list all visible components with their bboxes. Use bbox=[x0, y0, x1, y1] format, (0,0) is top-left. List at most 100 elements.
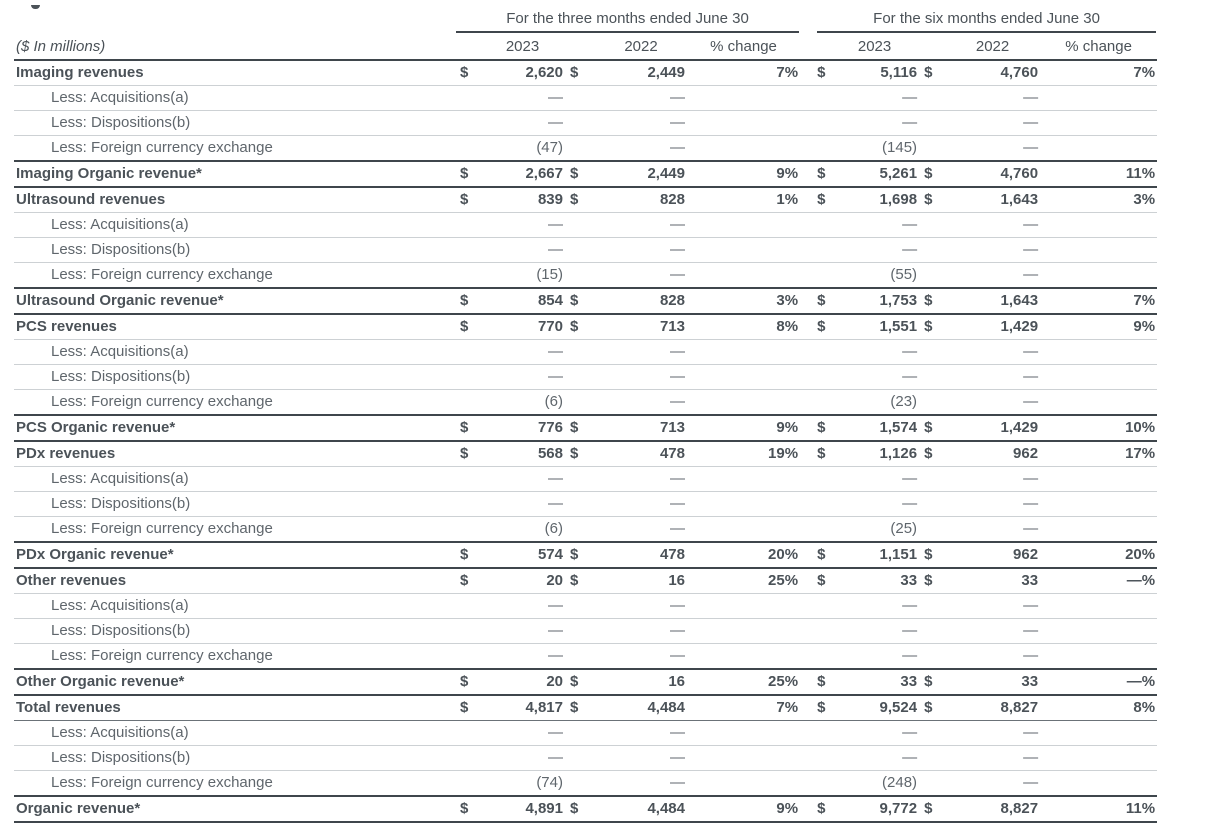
currency-cell bbox=[455, 618, 480, 644]
value-cell: — bbox=[595, 85, 687, 111]
currency-cell bbox=[800, 262, 831, 289]
value-cell: 8,827 bbox=[945, 695, 1041, 721]
currency-cell bbox=[455, 516, 480, 543]
row-label: Less: Dispositions(b) bbox=[14, 745, 455, 771]
currency-cell bbox=[565, 491, 595, 517]
table-row: PCS Organic revenue* $776 $713 9% $1,574 $1,4… bbox=[14, 414, 1158, 442]
value-cell: — bbox=[945, 491, 1041, 517]
value-cell: 2,449 bbox=[595, 60, 687, 86]
currency-cell: $ bbox=[800, 60, 831, 86]
value-cell: 568 bbox=[480, 441, 565, 467]
value-cell: — bbox=[480, 593, 565, 619]
pct-change-cell: —% bbox=[1040, 668, 1158, 696]
pct-change-cell bbox=[1040, 364, 1158, 390]
pct-change-cell bbox=[687, 643, 801, 670]
row-label: Less: Acquisitions(a) bbox=[14, 593, 455, 619]
currency-cell bbox=[455, 262, 480, 289]
value-cell: (6) bbox=[480, 516, 565, 543]
value-cell: 33 bbox=[830, 568, 920, 594]
currency-cell: $ bbox=[455, 441, 480, 467]
currency-cell: $ bbox=[455, 60, 480, 86]
pct-change-cell bbox=[1040, 643, 1158, 670]
currency-cell bbox=[919, 618, 946, 644]
currency-cell bbox=[800, 770, 831, 797]
value-cell: — bbox=[480, 212, 565, 238]
value-cell: — bbox=[480, 720, 565, 746]
currency-cell: $ bbox=[800, 795, 831, 823]
table-row: Less: Dispositions(b) — — — — bbox=[14, 237, 1158, 263]
currency-cell bbox=[455, 466, 480, 492]
pct-change-cell bbox=[1040, 466, 1158, 492]
value-cell: — bbox=[595, 135, 687, 162]
value-cell: — bbox=[830, 720, 920, 746]
pct-change-cell bbox=[1040, 339, 1158, 365]
currency-cell: $ bbox=[919, 541, 946, 569]
currency-cell: $ bbox=[919, 668, 946, 696]
currency-cell bbox=[565, 720, 595, 746]
currency-cell: $ bbox=[800, 541, 831, 569]
currency-cell bbox=[565, 389, 595, 416]
value-cell: 4,484 bbox=[595, 795, 687, 823]
currency-cell: $ bbox=[455, 795, 480, 823]
currency-cell: $ bbox=[565, 314, 595, 340]
pct-change-cell: 7% bbox=[1040, 60, 1158, 86]
pct-change-cell: 3% bbox=[1040, 187, 1158, 213]
pct-change-cell: 19% bbox=[687, 441, 801, 467]
currency-cell: $ bbox=[919, 287, 946, 315]
value-cell: — bbox=[945, 466, 1041, 492]
value-cell: 9,524 bbox=[830, 695, 920, 721]
value-cell: — bbox=[830, 466, 920, 492]
currency-cell bbox=[919, 212, 946, 238]
value-cell: 962 bbox=[945, 441, 1041, 467]
value-cell: — bbox=[595, 339, 687, 365]
row-label: PCS Organic revenue* bbox=[14, 414, 455, 442]
value-cell: — bbox=[945, 618, 1041, 644]
pct-change-cell: —% bbox=[1040, 568, 1158, 594]
pct-change-cell: 9% bbox=[687, 414, 801, 442]
pct-change-cell bbox=[687, 135, 801, 162]
currency-cell bbox=[919, 643, 946, 670]
table-row: Less: Acquisitions(a) — — — — bbox=[14, 466, 1158, 492]
value-cell: 20 bbox=[480, 568, 565, 594]
pct-change-cell bbox=[687, 516, 801, 543]
row-label: Less: Acquisitions(a) bbox=[14, 339, 455, 365]
value-cell: 828 bbox=[595, 187, 687, 213]
corner-spacer bbox=[14, 5, 455, 34]
currency-cell bbox=[919, 745, 946, 771]
table-row: Ultrasound revenues $839 $828 1% $1,698 $1,64… bbox=[14, 187, 1158, 213]
pct-change-cell: 7% bbox=[687, 60, 801, 86]
value-cell: — bbox=[595, 212, 687, 238]
value-cell: — bbox=[595, 593, 687, 619]
currency-cell bbox=[800, 339, 831, 365]
currency-cell bbox=[800, 110, 831, 136]
currency-cell bbox=[919, 339, 946, 365]
table-row: Imaging Organic revenue* $2,667 $2,449 9% $5… bbox=[14, 160, 1158, 188]
value-cell: — bbox=[945, 643, 1041, 670]
value-cell: 1,643 bbox=[945, 287, 1041, 315]
pct-change-cell bbox=[687, 364, 801, 390]
value-cell: — bbox=[945, 212, 1041, 238]
group-header-three-months-label: For the three months ended June 30 bbox=[456, 10, 800, 33]
currency-cell bbox=[565, 364, 595, 390]
value-cell: — bbox=[830, 491, 920, 517]
pct-change-cell: 25% bbox=[687, 568, 801, 594]
row-label: Less: Foreign currency exchange bbox=[14, 389, 455, 416]
unit-label: ($ In millions) bbox=[14, 34, 455, 61]
currency-cell bbox=[800, 643, 831, 670]
value-cell: 2,667 bbox=[480, 160, 565, 188]
currency-cell bbox=[919, 466, 946, 492]
currency-cell: $ bbox=[919, 568, 946, 594]
currency-cell bbox=[455, 643, 480, 670]
pct-change-cell: 9% bbox=[687, 160, 801, 188]
currency-cell: $ bbox=[919, 795, 946, 823]
value-cell: — bbox=[595, 720, 687, 746]
currency-cell bbox=[919, 491, 946, 517]
currency-cell bbox=[455, 85, 480, 111]
pct-change-cell: 7% bbox=[1040, 287, 1158, 315]
currency-cell bbox=[455, 770, 480, 797]
value-cell: 20 bbox=[480, 668, 565, 696]
value-cell: — bbox=[480, 491, 565, 517]
value-cell: 962 bbox=[945, 541, 1041, 569]
value-cell: 5,261 bbox=[830, 160, 920, 188]
pct-change-cell bbox=[1040, 770, 1158, 797]
